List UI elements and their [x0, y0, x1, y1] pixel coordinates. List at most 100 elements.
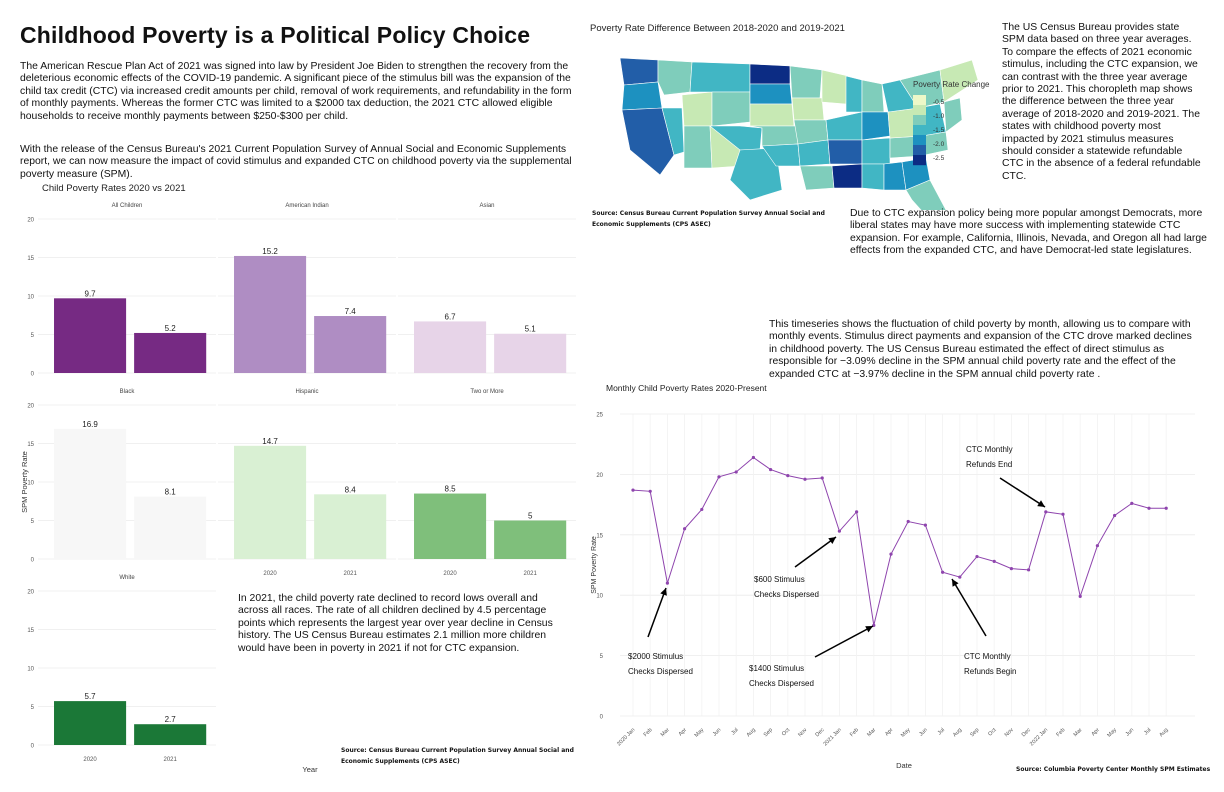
bar [134, 496, 207, 559]
annotation-arrow-line [951, 578, 987, 637]
bar [414, 493, 487, 559]
annotation-arrowhead [952, 579, 959, 587]
data-point [751, 455, 755, 460]
data-point [631, 488, 635, 492]
x-tick-label: Aug [952, 727, 963, 738]
state-shape [821, 69, 849, 105]
y-tick-label: 20 [27, 218, 34, 224]
data-point [889, 552, 893, 556]
legend-tick-label: -1.5 [933, 127, 945, 134]
legend-swatch [913, 155, 926, 166]
legend-tick-label: -1.0 [933, 113, 945, 120]
annotation: $600 Stimulus Checks Dispersed [754, 536, 837, 599]
y-tick-label: 5 [31, 705, 35, 711]
state-shape [943, 97, 963, 133]
state-shape [683, 125, 713, 169]
data-point [717, 475, 721, 479]
annotation-label-line2: Refunds End [966, 460, 1012, 469]
bar [494, 520, 567, 559]
bar-panel: Two or More 8.5 2020 5 2021 [398, 389, 576, 577]
y-tick-label: 0 [31, 558, 35, 564]
y-tick-label: 15 [27, 256, 34, 262]
x-tick-label: 2021 [163, 757, 177, 763]
map-title: Poverty Rate Difference Between 2018-202… [590, 23, 845, 34]
state-shape [791, 97, 825, 121]
bar-value-label: 5 [528, 512, 533, 521]
data-point [820, 476, 824, 480]
y-axis-title: SPM Poverty Rate [591, 536, 598, 594]
annotation-arrowhead [1037, 500, 1045, 507]
panel-label: Hispanic [295, 389, 318, 395]
annotation-label-line2: Checks Dispersed [749, 679, 814, 688]
annotation-arrowhead [660, 588, 667, 596]
data-point [648, 489, 652, 493]
state-shape [827, 139, 863, 165]
data-point [769, 467, 773, 472]
data-point [837, 529, 841, 533]
state-shape [681, 91, 713, 127]
state-shape [619, 57, 659, 86]
x-tick-label: Aug [1158, 727, 1169, 738]
data-point [665, 581, 669, 585]
annotation: CTC Monthly Refunds Begin [951, 578, 1016, 676]
y-tick-label: 10 [596, 594, 603, 600]
data-point [958, 575, 962, 579]
x-tick-label: Aug [746, 727, 757, 738]
annotation-arrow-line [999, 477, 1046, 508]
measure-paragraph: With the release of the Census Bureau's … [20, 144, 572, 180]
y-tick-label: 25 [596, 413, 603, 419]
annotation-label-line2: Checks Dispersed [628, 667, 693, 676]
bar-chart-small-multiples: 0 5 10 15 20 All Children 9.7 5.2 American India… [20, 203, 576, 774]
choropleth-map: Poverty Rate Change -0.5 -1.0 -1.5 -2.0 -2.5 [619, 57, 990, 210]
line-chart-source: Source: Columbia Poverty Center Monthly … [1016, 766, 1211, 773]
x-tick-label: Nov [797, 727, 808, 738]
data-point [1113, 513, 1117, 518]
legend-tick-label: -0.5 [933, 99, 945, 106]
bar [414, 321, 487, 373]
bar-panel: 0 5 10 15 20 All Children 9.7 5.2 [27, 203, 216, 378]
summary-paragraph: In 2021, the child poverty rate declined… [238, 593, 553, 654]
bar-value-label: 5.2 [165, 324, 177, 333]
state-shape [797, 139, 831, 167]
x-tick-label: Jun [1125, 727, 1136, 738]
x-tick-label: 2020 [83, 757, 97, 763]
bar-value-label: 7.4 [345, 307, 357, 316]
bar [314, 494, 387, 559]
state-shape [711, 91, 751, 127]
legend-swatch [913, 125, 926, 136]
x-tick-label: Sep [763, 727, 774, 738]
y-tick-label: 10 [27, 481, 34, 487]
data-point [923, 523, 927, 527]
legend-tick-label: -2.5 [933, 155, 945, 162]
annotation-arrowhead [865, 626, 873, 633]
bar-value-label: 2.7 [165, 715, 177, 724]
poverty-rate-line [632, 456, 1167, 626]
panel-label: White [119, 575, 135, 581]
x-tick-label: Feb [643, 727, 654, 738]
annotation-arrow-line [794, 536, 837, 568]
y-tick-label: 10 [27, 667, 34, 673]
x-tick-label: 2022 Jan [1029, 727, 1049, 747]
state-shape [825, 111, 863, 141]
x-axis-title: Year [302, 765, 318, 774]
annotation: CTC Monthly Refunds End [966, 445, 1046, 508]
panel-label: Two or More [470, 389, 504, 395]
source-line-1: Source: Census Bureau Current Population… [341, 747, 574, 754]
legend-swatch [913, 95, 926, 106]
x-tick-label: Mar [1073, 727, 1084, 738]
annotation-arrowhead [828, 537, 836, 544]
bar-value-label: 6.7 [445, 312, 457, 321]
state-shape [621, 81, 663, 111]
map-source: Source: Census Bureau Current Population… [592, 208, 832, 230]
y-tick-label: 10 [27, 295, 34, 301]
state-shape [939, 59, 979, 103]
data-point [975, 554, 979, 559]
bar [234, 445, 307, 559]
data-point [734, 470, 738, 474]
panel-label: Black [120, 389, 136, 395]
x-tick-label: Jun [712, 727, 723, 738]
line-chart-title: Monthly Child Poverty Rates 2020-Present [606, 383, 767, 393]
legend-swatch [913, 105, 926, 116]
annotation-label-line2: Checks Dispersed [754, 590, 819, 599]
y-axis-title: SPM Poverty Rate [20, 451, 29, 513]
